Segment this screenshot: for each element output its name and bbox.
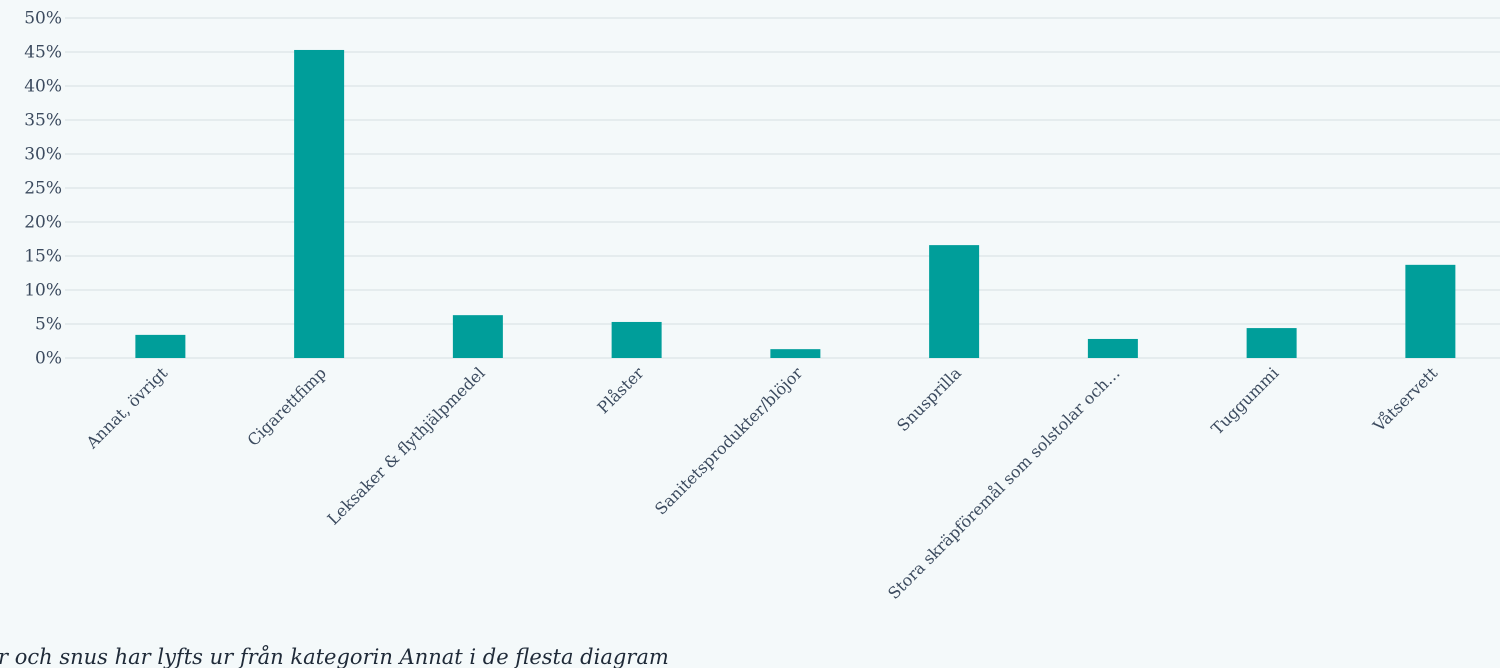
bar: [929, 245, 980, 358]
x-tick-label: Våtservett: [1369, 363, 1442, 436]
y-tick-label: 30%: [24, 145, 62, 165]
x-tick-label: Snusprilla: [893, 363, 965, 435]
bar: [1087, 338, 1138, 358]
y-tick-label: 5%: [35, 315, 62, 335]
bar: [1405, 264, 1456, 358]
x-tick-label: Tuggummi: [1207, 363, 1282, 438]
y-tick-label: 20%: [24, 213, 62, 233]
y-tick-label: 10%: [24, 281, 62, 301]
x-tick-label: Plåster: [594, 363, 648, 417]
y-tick-label: 0%: [35, 349, 62, 369]
y-tick-label: 15%: [24, 247, 62, 267]
annotation: r och snus har lyfts ur från kategorin A…: [0, 645, 669, 668]
bar: [452, 315, 503, 358]
bar: [294, 49, 345, 359]
bar: [1246, 328, 1297, 358]
y-tick-label: 25%: [24, 179, 62, 199]
x-tick-label: Annat, övrigt: [82, 363, 172, 453]
bar: [611, 321, 662, 358]
y-tick-label: 40%: [24, 77, 62, 97]
y-tick-label: 35%: [24, 111, 62, 131]
x-tick-label: Sanitetsprodukter/blöjor: [651, 363, 806, 518]
bar: [770, 349, 821, 358]
x-tick-label: Leksaker & flythjälpmedel: [324, 363, 489, 528]
bar: [135, 334, 186, 358]
y-tick-label: 45%: [24, 43, 62, 63]
y-tick-label: 50%: [24, 9, 62, 29]
x-tick-label: Cigarettfimp: [244, 363, 330, 449]
